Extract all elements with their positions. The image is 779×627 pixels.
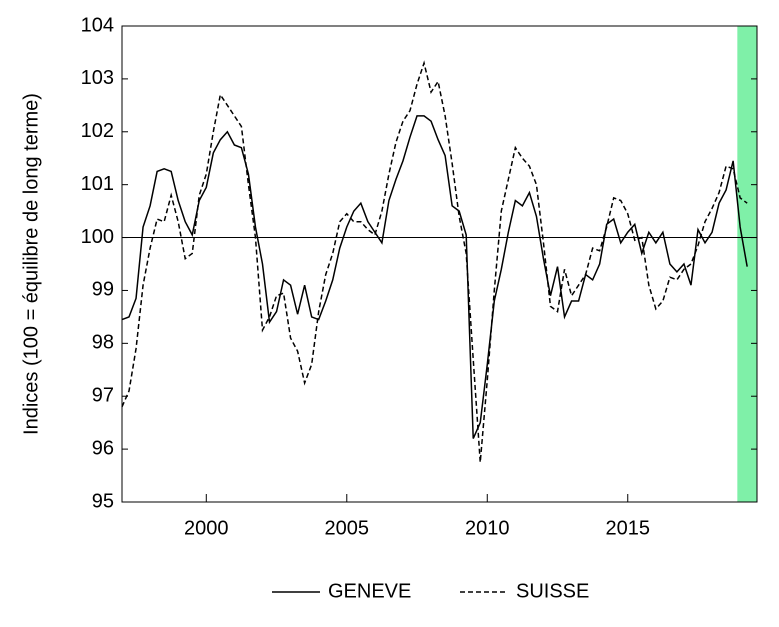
series-line (121, 115, 748, 439)
y-tick-label: 100 (81, 226, 114, 248)
y-tick-label: 98 (92, 332, 114, 354)
y-tick-label: 96 (92, 437, 114, 459)
y-tick-label: 102 (81, 120, 114, 142)
x-tick-label: 2000 (184, 517, 229, 539)
y-tick-label: 97 (92, 385, 114, 407)
y-tick-label: 101 (81, 173, 114, 195)
plot-frame (121, 25, 758, 503)
x-tick-label: 2005 (325, 517, 370, 539)
legend-label: GENEVE (328, 580, 411, 602)
legend-label: SUISSE (516, 580, 589, 602)
x-tick-label: 2015 (606, 517, 651, 539)
y-tick-label: 103 (81, 67, 114, 89)
series-line (121, 60, 748, 463)
x-tick-label: 2010 (465, 517, 510, 539)
y-axis-title: Indices (100 = équilibre de long terme) (20, 93, 42, 435)
y-tick-label: 95 (92, 490, 114, 512)
y-tick-label: 99 (92, 279, 114, 301)
y-tick-label: 104 (81, 14, 114, 36)
